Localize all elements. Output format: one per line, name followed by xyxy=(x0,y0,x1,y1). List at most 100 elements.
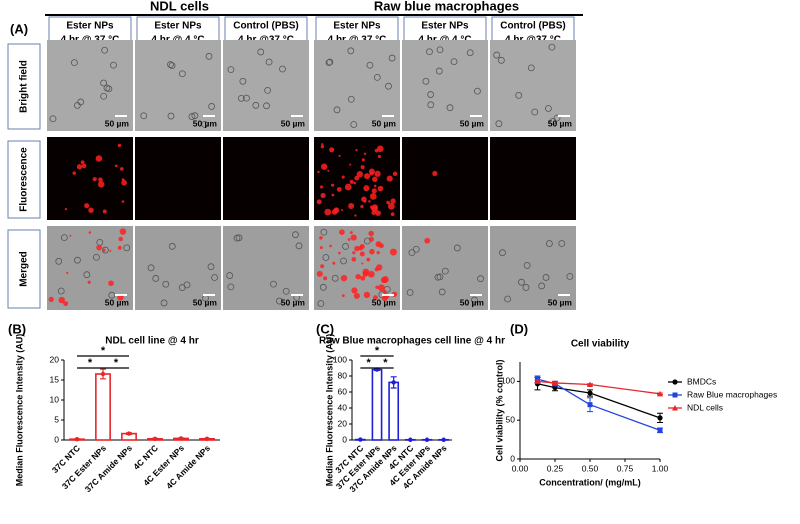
panel-label: (A) xyxy=(10,21,28,36)
signal xyxy=(121,179,127,186)
signal xyxy=(359,251,365,257)
cell xyxy=(426,48,433,56)
cell xyxy=(319,283,327,291)
cell xyxy=(566,273,574,280)
scale-bar-label: 50 µm xyxy=(105,118,130,128)
signal xyxy=(381,295,388,302)
cell xyxy=(385,82,392,90)
signal xyxy=(102,248,106,252)
signal xyxy=(338,251,341,255)
signal xyxy=(317,170,320,174)
panel-label: (B) xyxy=(8,321,26,336)
signal xyxy=(58,296,65,304)
marker xyxy=(672,405,678,411)
row-label-box xyxy=(7,43,41,130)
signal xyxy=(319,246,323,250)
marker xyxy=(657,390,663,397)
column-header: Ester NPs xyxy=(154,21,202,32)
cell xyxy=(441,267,449,275)
micrograph xyxy=(490,137,576,220)
cell xyxy=(167,112,175,120)
signal xyxy=(341,175,345,179)
signal xyxy=(375,285,379,289)
signal xyxy=(363,185,370,192)
signal xyxy=(63,301,69,307)
signal xyxy=(119,228,127,235)
column-header: Ester NPs xyxy=(66,21,114,32)
scale-bar-label: 50 µm xyxy=(372,118,397,128)
column-header: Ester NPs xyxy=(333,21,381,32)
signal xyxy=(324,208,332,216)
y-tick-label: 15 xyxy=(50,374,60,384)
cell xyxy=(342,243,349,250)
x-tick-label: 0.00 xyxy=(512,463,529,473)
signal xyxy=(376,250,380,255)
cell xyxy=(546,240,553,247)
marker xyxy=(672,392,678,398)
cell xyxy=(518,278,525,286)
cell xyxy=(434,273,442,281)
replicate-marker xyxy=(424,437,430,442)
cell xyxy=(191,112,199,120)
y-tick-label: 5 xyxy=(54,414,59,424)
signal xyxy=(331,183,335,187)
cell xyxy=(499,249,506,257)
signal xyxy=(354,175,360,181)
row-label: Bright field xyxy=(19,60,30,113)
signal xyxy=(329,147,335,153)
signal xyxy=(69,234,72,237)
y-tick-label: 20 xyxy=(50,354,60,364)
row-label-box xyxy=(7,229,41,309)
cell xyxy=(168,62,176,70)
cell xyxy=(123,244,131,252)
cell xyxy=(325,59,333,67)
signal xyxy=(338,154,341,157)
cell xyxy=(350,121,358,128)
cell xyxy=(205,52,213,60)
signal xyxy=(66,271,69,275)
bar xyxy=(371,368,383,441)
signal xyxy=(335,207,338,211)
cell xyxy=(101,46,109,54)
cell xyxy=(226,272,234,279)
signal xyxy=(367,270,375,278)
x-tick-label: 1.00 xyxy=(652,463,669,473)
replicate-marker xyxy=(391,380,396,385)
cell xyxy=(406,289,414,296)
cell xyxy=(527,64,535,72)
cell xyxy=(49,115,57,123)
signal xyxy=(361,262,364,265)
cell xyxy=(474,87,481,95)
replicate-marker xyxy=(441,437,446,442)
replicate-marker xyxy=(178,436,184,441)
cell xyxy=(558,240,566,247)
cell xyxy=(60,234,68,242)
scale-bar-label: 50 µm xyxy=(548,297,573,307)
cell xyxy=(83,271,91,279)
signal xyxy=(371,205,378,213)
scale-bar-label: 50 µm xyxy=(281,297,306,307)
cell xyxy=(295,242,303,250)
signal xyxy=(316,270,323,277)
cell xyxy=(548,43,556,51)
y-tick-label: 0 xyxy=(54,434,59,444)
cell xyxy=(471,296,478,304)
signal xyxy=(64,208,68,211)
signal xyxy=(390,198,396,204)
signal xyxy=(353,181,357,185)
signal xyxy=(72,171,76,175)
series-line xyxy=(537,378,661,431)
signal xyxy=(424,237,431,244)
signal xyxy=(363,291,371,299)
cell xyxy=(108,291,116,299)
signal xyxy=(121,178,125,182)
signal xyxy=(319,236,323,240)
y-tick-label: 20 xyxy=(338,418,348,428)
signal xyxy=(387,202,395,210)
cell xyxy=(178,70,186,78)
bar xyxy=(388,381,400,441)
signal xyxy=(320,163,328,170)
scale-bar-label: 50 µm xyxy=(281,118,306,128)
y-tick-label: 80 xyxy=(338,370,348,380)
